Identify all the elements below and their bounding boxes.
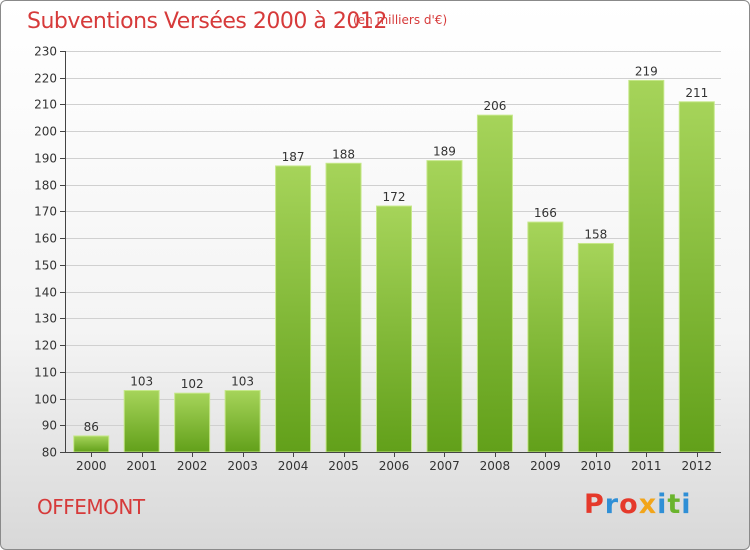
y-tick-label: 190 [34, 152, 57, 166]
axes: 8090100110120130140150160170180190200210… [34, 45, 721, 473]
bar-2003 [224, 390, 261, 453]
data-label-2008: 206 [483, 99, 506, 113]
y-tick-label: 100 [34, 393, 57, 407]
y-tick-label: 150 [34, 259, 57, 273]
x-tick-label-2011: 2011 [631, 459, 662, 473]
bar-2001 [123, 390, 160, 453]
bar-2008 [476, 114, 513, 453]
y-tick-label: 90 [42, 419, 57, 433]
x-tick-label-2009: 2009 [530, 459, 561, 473]
data-labels: 86 103 102 103 187 188 172 189 206 166 158 219 211 [84, 64, 709, 434]
data-label-2012: 211 [685, 86, 708, 100]
data-label-2007: 189 [433, 145, 456, 159]
bar-2011 [628, 79, 665, 453]
data-label-2002: 102 [181, 377, 204, 391]
y-tick-label: 160 [34, 232, 57, 246]
y-tick-label: 220 [34, 72, 57, 86]
bar-2007 [426, 160, 463, 453]
data-label-2000: 86 [84, 420, 99, 434]
data-label-2003: 103 [231, 375, 254, 389]
bar-2006 [376, 205, 412, 453]
proxiti-logo: Proxiti [584, 489, 692, 520]
x-tick-label-2006: 2006 [379, 459, 410, 473]
data-label-2009: 166 [534, 206, 557, 220]
y-tick-label: 210 [34, 98, 57, 112]
x-tick-label-2004: 2004 [278, 459, 309, 473]
y-tick-label: 180 [34, 179, 57, 193]
x-tick-label-2003: 2003 [227, 459, 258, 473]
logo-letter: i [657, 489, 668, 520]
bar-2012 [678, 101, 715, 453]
y-tick-label: 200 [34, 125, 57, 139]
data-label-2011: 219 [635, 64, 658, 78]
logo-letter: o [619, 489, 639, 520]
logo-letter: r [604, 489, 620, 520]
bars [73, 79, 715, 453]
place-name: OFFEMONT [37, 495, 145, 519]
logo-letter: P [584, 489, 605, 520]
y-tick-label: 130 [34, 312, 57, 326]
data-label-2004: 187 [282, 150, 305, 164]
bar-2000 [73, 435, 110, 453]
bar-2010 [577, 242, 614, 453]
x-tick-label-2000: 2000 [76, 459, 107, 473]
x-tick-label-2002: 2002 [177, 459, 208, 473]
data-label-2005: 188 [332, 147, 355, 161]
y-tick-label: 110 [34, 366, 57, 380]
y-tick-label: 230 [34, 45, 57, 59]
data-label-2001: 103 [130, 375, 153, 389]
y-tick-label: 140 [34, 286, 57, 300]
bar-2004 [275, 165, 312, 453]
data-label-2010: 158 [584, 227, 607, 241]
y-tick-label: 120 [34, 339, 57, 353]
chart-title: Subventions Versées 2000 à 2012 [27, 9, 387, 34]
x-tick-label-2001: 2001 [126, 459, 157, 473]
logo-letter: t [667, 489, 682, 520]
bar-2009 [527, 221, 564, 453]
logo-letter: x [638, 489, 658, 520]
x-tick-label-2010: 2010 [581, 459, 612, 473]
chart-subtitle: (en milliers d'€) [353, 13, 448, 27]
bar-2005 [325, 162, 362, 453]
y-tick-label: 170 [34, 205, 57, 219]
logo-letter: i [681, 489, 692, 520]
data-label-2006: 172 [383, 190, 406, 204]
x-tick-label-2005: 2005 [328, 459, 359, 473]
bar-2002 [174, 392, 211, 453]
y-tick-label: 80 [42, 446, 57, 460]
x-tick-label-2012: 2012 [681, 459, 712, 473]
x-tick-label-2008: 2008 [480, 459, 511, 473]
x-tick-label-2007: 2007 [429, 459, 460, 473]
